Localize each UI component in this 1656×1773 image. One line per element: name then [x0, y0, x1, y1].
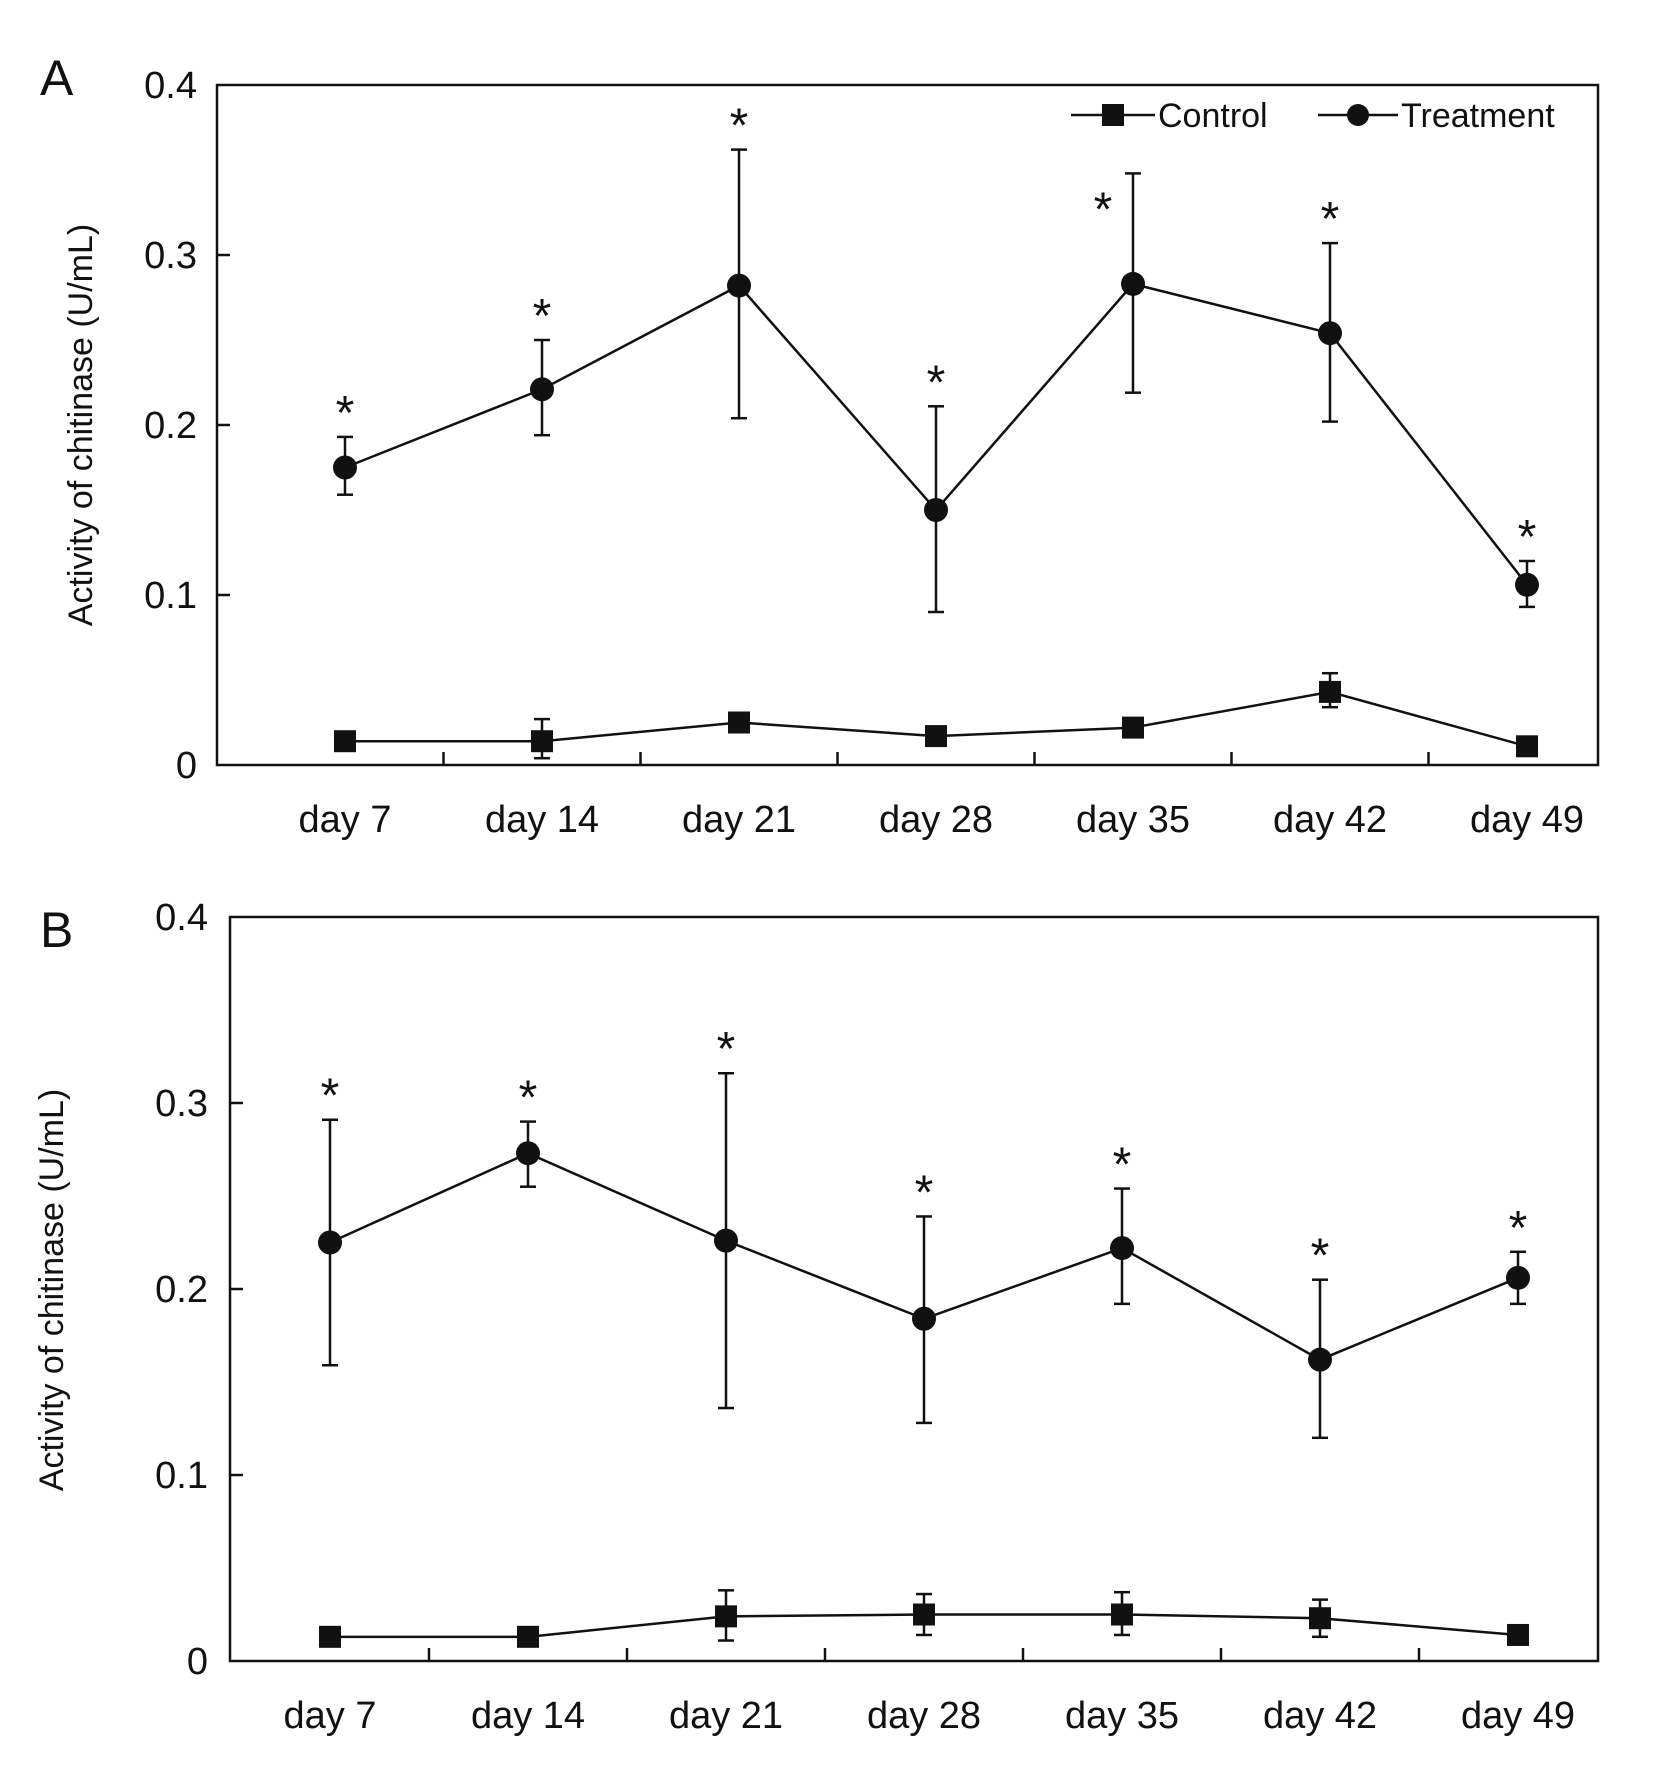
- panel-a-y-tick-label: 0.2: [144, 405, 197, 447]
- panel-b-plot-frame: [228, 915, 1600, 1663]
- panel-a-x-tick-label: day 49: [1470, 799, 1584, 841]
- panel-b-y-tick-label: 0: [187, 1641, 208, 1683]
- panel-b-x-tick-label: day 14: [471, 1695, 585, 1737]
- panel-a-y-tick-label: 0.3: [144, 235, 197, 277]
- panel-b-control-point: [517, 1625, 539, 1648]
- panel-a-treatment-point: [1121, 271, 1145, 296]
- legend-control-marker: [1102, 104, 1124, 126]
- panel-b-control-point: [1309, 1607, 1331, 1630]
- legend-treatment-label: Treatment: [1401, 97, 1555, 135]
- panel-b-significance-star: *: [1311, 1230, 1330, 1283]
- legend-control-label: Control: [1158, 97, 1268, 135]
- panel-b-x-tick-label: day 49: [1461, 1695, 1575, 1737]
- panel-b-control-point: [319, 1625, 341, 1648]
- panel-a-significance-star: *: [1094, 183, 1113, 236]
- panel-b-x-tick-label: day 28: [867, 1695, 981, 1737]
- panel-a-treatment-point: [1318, 321, 1342, 346]
- panel-a-treatment-point: [1515, 572, 1539, 597]
- panel-b-significance-star: *: [1509, 1202, 1528, 1255]
- panel-a-significance-star: *: [336, 387, 355, 440]
- panel-b-x-tick-label: day 21: [669, 1695, 783, 1737]
- panel-b-control-point: [715, 1605, 737, 1628]
- panel-b-significance-star: *: [321, 1070, 340, 1123]
- panel-a-treatment-point: [727, 273, 751, 298]
- panel-b-treatment-point: [1110, 1236, 1134, 1261]
- panel-b-significance-star: *: [915, 1166, 934, 1219]
- panel-a-significance-star: *: [1321, 193, 1340, 246]
- panel-b-letter: B: [40, 902, 73, 958]
- panel-a-y-tick-label: 0: [176, 745, 197, 787]
- panel-a-control-point: [334, 730, 356, 753]
- panel-b-treatment-point: [318, 1230, 342, 1255]
- legend-treatment-marker: [1347, 104, 1369, 126]
- panel-a-control-point: [728, 711, 750, 734]
- panel-a-x-tick-label: day 35: [1076, 799, 1190, 841]
- panel-a-control-point: [925, 725, 947, 748]
- panel-a-significance-star: *: [730, 100, 749, 153]
- panel-a-treatment-point: [924, 498, 948, 522]
- panel-a-plot-frame: [215, 83, 1600, 767]
- panel-b-y-axis-title: Activity of chitinase (U/mL): [33, 1089, 71, 1491]
- panel-b-x-tick-label: day 7: [284, 1695, 377, 1737]
- panel-a-y-tick-label: 0.4: [144, 65, 197, 107]
- panel-b-treatment-point: [516, 1141, 540, 1166]
- panel-a-significance-star: *: [1518, 511, 1537, 564]
- panel-b-treatment-point: [912, 1306, 936, 1331]
- panel-b-control-point: [1507, 1623, 1529, 1646]
- panel-b-treatment-point: [1506, 1265, 1530, 1290]
- panel-a-treatment-point: [333, 455, 357, 480]
- panel-b-significance-star: *: [519, 1072, 538, 1125]
- panel-b-y-tick-label: 0.4: [155, 897, 208, 939]
- panel-a-significance-star: *: [533, 290, 552, 343]
- panel-a-control-point: [1516, 735, 1538, 758]
- panel-a-x-tick-label: day 14: [485, 799, 599, 841]
- panel-b-significance-star: *: [717, 1023, 736, 1076]
- panel-a-letter: A: [40, 50, 74, 106]
- panel-b-control-point: [913, 1603, 935, 1626]
- panel-b-x-tick-label: day 35: [1065, 1695, 1179, 1737]
- panel-b-significance-star: *: [1113, 1139, 1132, 1192]
- panel-a-control-point: [1319, 680, 1341, 703]
- panel-b-control-point: [1111, 1603, 1133, 1626]
- panel-a: A Activity of chitinase (U/mL) Control T…: [40, 50, 1600, 841]
- panel-a-x-tick-label: day 7: [299, 799, 392, 841]
- panel-b-y-tick-label: 0.1: [155, 1455, 208, 1497]
- panel-a-significance-star: *: [927, 356, 946, 409]
- panel-a-control-point: [531, 730, 553, 753]
- panel-a-legend: Control Treatment: [1071, 97, 1555, 135]
- panel-b: B Activity of chitinase (U/mL) 0 0.1 0.2 0.…: [33, 897, 1600, 1737]
- panel-a-y-tick-label: 0.1: [144, 575, 197, 617]
- panel-b-treatment-point: [714, 1228, 738, 1253]
- panel-a-treatment-point: [530, 377, 554, 402]
- panel-a-x-tick-label: day 42: [1273, 799, 1387, 841]
- panel-a-control-point: [1122, 716, 1144, 739]
- panel-b-y-tick-label: 0.3: [155, 1083, 208, 1125]
- panel-b-y-tick-label: 0.2: [155, 1269, 208, 1311]
- panel-a-x-tick-label: day 21: [682, 799, 796, 841]
- panel-b-treatment-point: [1308, 1347, 1332, 1372]
- panel-a-x-tick-label: day 28: [879, 799, 993, 841]
- panel-a-y-axis-title: Activity of chitinase (U/mL): [62, 224, 100, 626]
- panel-b-x-tick-label: day 42: [1263, 1695, 1377, 1737]
